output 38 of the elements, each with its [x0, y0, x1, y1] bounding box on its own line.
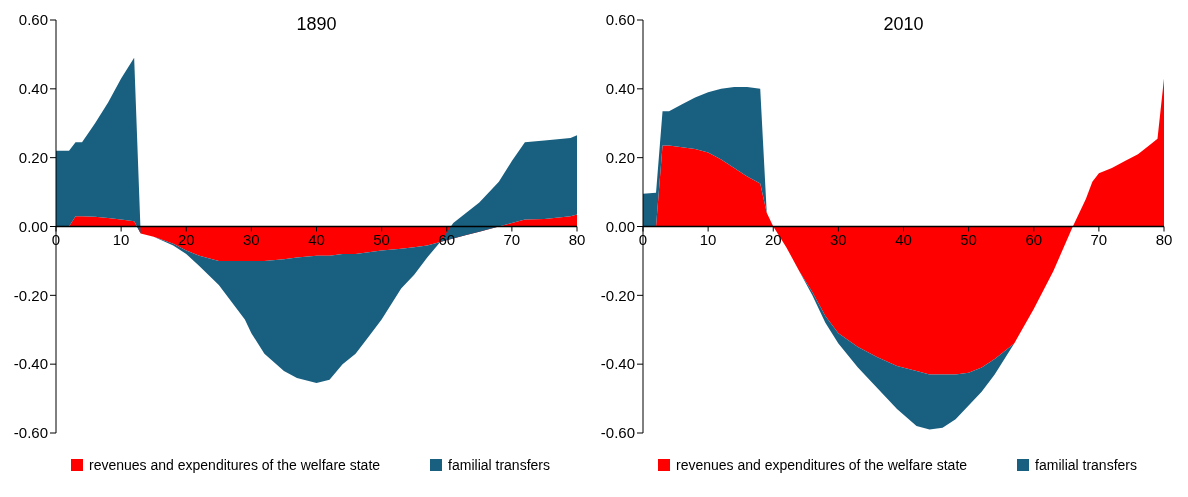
y-tick-label: -0.40 [13, 355, 48, 373]
x-tick-label: 70 [503, 230, 521, 248]
x-tick-label: 10 [112, 230, 130, 248]
x-tick-label: 60 [1025, 230, 1043, 248]
x-tick-label: 20 [177, 230, 195, 248]
x-tick-label: 40 [895, 230, 912, 248]
x-tick-label: 20 [764, 230, 782, 248]
y-tick-label: 0.20 [605, 148, 635, 166]
x-tick-label: 50 [960, 230, 977, 248]
x-tick-label: 50 [373, 230, 390, 248]
x-tick-label: 0 [638, 230, 648, 248]
y-tick-label: 0.40 [605, 80, 635, 98]
x-tick-label: 0 [51, 230, 61, 248]
y-tick-label: 0.00 [605, 217, 635, 235]
x-tick-label: 80 [1155, 230, 1173, 248]
y-tick-label: -0.40 [600, 355, 635, 373]
y-tick-label: -0.20 [13, 286, 48, 304]
x-tick-label: 10 [699, 230, 717, 248]
legend-label: revenues and expenditures of the welfare state [676, 457, 968, 473]
chart-title: 1890 [295, 14, 338, 35]
y-tick-label: 0.20 [18, 148, 48, 166]
x-tick-label: 80 [568, 230, 586, 248]
y-tick-label: 0.60 [605, 11, 635, 29]
legend-label: familial transfers [1035, 457, 1137, 473]
x-tick-label: 70 [1090, 230, 1108, 248]
chart-title: 2010 [882, 14, 925, 35]
y-tick-label: -0.60 [13, 424, 48, 442]
legend-label: revenues and expenditures of the welfare state [89, 457, 381, 473]
y-tick-label: -0.20 [600, 286, 635, 304]
y-tick-label: 0.00 [18, 217, 48, 235]
x-tick-label: 60 [438, 230, 456, 248]
y-tick-label: 0.60 [18, 11, 48, 29]
y-tick-label: 0.40 [18, 80, 48, 98]
x-tick-label: 40 [308, 230, 325, 248]
x-tick-label: 30 [243, 230, 260, 248]
legend-label: familial transfers [448, 457, 550, 473]
x-tick-label: 30 [830, 230, 847, 248]
y-tick-label: -0.60 [600, 424, 635, 442]
